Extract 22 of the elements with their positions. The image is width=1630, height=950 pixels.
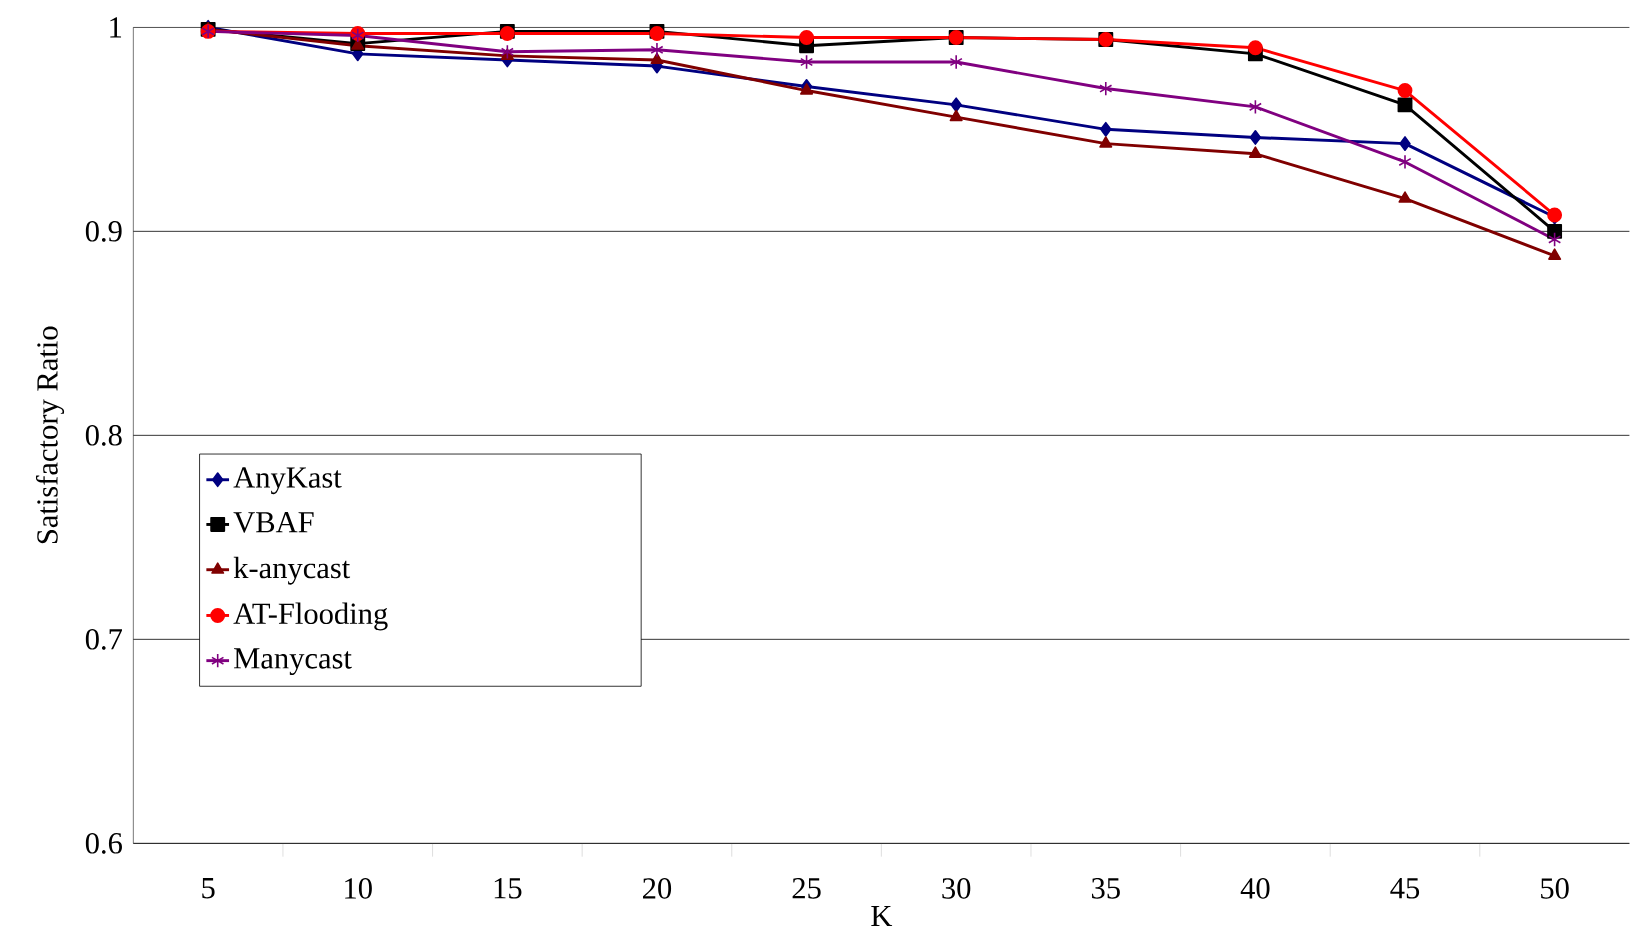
x-axis-title: K [871, 906, 893, 927]
x-tick-label: 5 [202, 878, 215, 899]
y-tick-label: 1 [110, 17, 122, 38]
legend-label: Manycast [234, 648, 352, 675]
x-tick-label: 30 [942, 878, 971, 899]
y-tick-label: 0.9 [85, 220, 122, 242]
x-tick-label: 35 [1091, 878, 1120, 899]
x-tick-label: 15 [494, 878, 522, 899]
x-tick-label: 50 [1541, 878, 1569, 899]
y-axis-title: Satisfactory Ratio [35, 326, 65, 544]
x-tick-label: 25 [792, 878, 821, 899]
legend-label: AT-Flooding [233, 602, 388, 631]
legend-label: k-anycast [233, 556, 351, 585]
x-tick-label: 20 [643, 878, 672, 899]
x-tick-label: 45 [1390, 878, 1420, 899]
legend-label: AnyKast [233, 467, 342, 495]
y-tick-label: 0.7 [85, 628, 122, 650]
x-tick-label: 40 [1240, 878, 1270, 899]
y-tick-label: 0.6 [85, 832, 122, 854]
legend-label: VBAF [233, 512, 314, 533]
x-tick-label: 10 [345, 878, 372, 899]
y-tick-label: 0.8 [85, 424, 122, 446]
